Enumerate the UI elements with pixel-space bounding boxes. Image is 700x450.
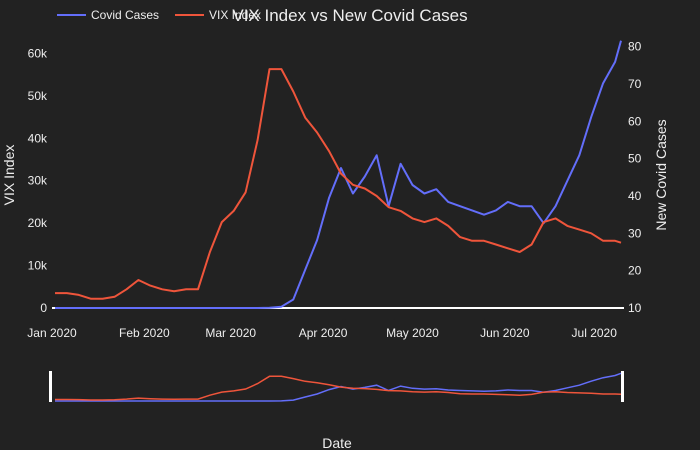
y2-tick-label: 80 [628,40,642,54]
series-line-covid-cases[interactable] [55,40,622,309]
y2-tick-label: 40 [628,189,642,203]
y-tick-label: 0 [40,301,47,315]
x-axis: Jan 2020 Feb 2020 Mar 2020 Apr 2020 May 2020… [27,326,617,340]
y2-tick-label: 20 [628,264,642,278]
y2-tick-label: 10 [628,301,642,315]
series-line-vix-index[interactable] [55,68,622,300]
legend-label-covid[interactable]: Covid Cases [91,8,159,22]
x-tick-label: Apr 2020 [299,326,348,340]
y2-tick-label: 50 [628,152,642,166]
y-tick-label: 40k [28,131,48,145]
y-tick-label: 50k [28,89,48,103]
y-tick-label: 20k [28,216,48,230]
x-tick-label: Jan 2020 [27,326,77,340]
y-axis-title: VIX Index [1,145,17,206]
legend-label-vix[interactable]: VIX Index [209,8,261,22]
range-slider[interactable] [55,372,622,402]
y-tick-label: 30k [28,174,48,188]
x-tick-label: Jun 2020 [480,326,530,340]
x-tick-label: Mar 2020 [205,326,256,340]
y-axis: 0 10k 20k 30k 40k 50k 60k [28,46,48,315]
y2-tick-label: 60 [628,114,642,128]
y2-axis: 10 20 30 40 50 60 70 80 [628,40,642,315]
x-tick-label: Feb 2020 [119,326,170,340]
range-slider-handle-left[interactable] [49,371,52,402]
range-slider-handle-right[interactable] [621,371,624,402]
y2-tick-label: 30 [628,226,642,240]
chart-title: VIX Index vs New Covid Cases [232,6,467,25]
y-tick-label: 60k [28,46,48,60]
x-tick-label: May 2020 [386,326,439,340]
y2-axis-title: New Covid Cases [653,119,669,230]
y2-tick-label: 70 [628,77,642,91]
legend[interactable]: Covid Cases VIX Index [57,8,261,22]
y-tick-label: 10k [28,259,48,273]
main-plot[interactable] [55,40,622,309]
x-tick-label: Jul 2020 [572,326,618,340]
x-axis-title: Date [322,435,352,450]
range-slider-line-vix-index [55,375,622,401]
